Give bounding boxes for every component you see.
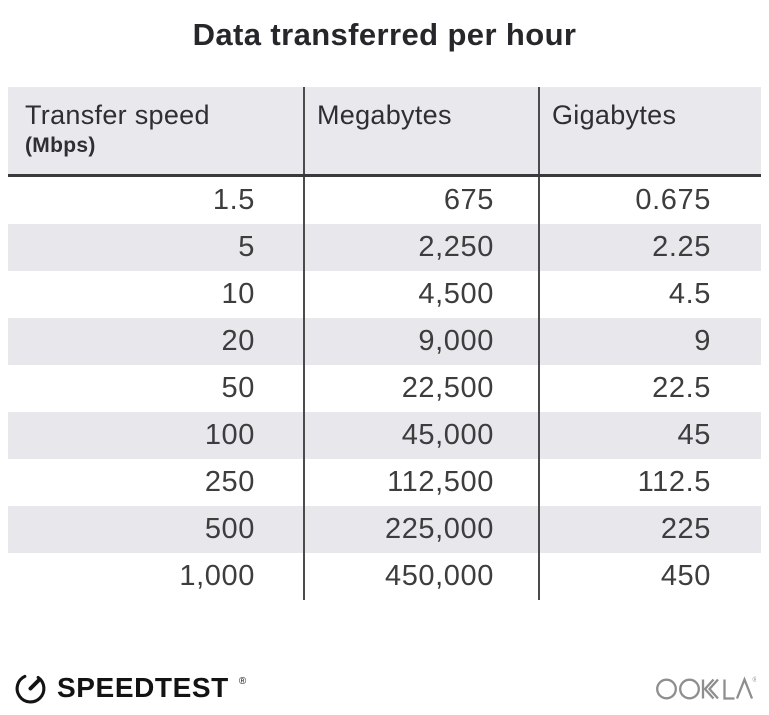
table-row: 500 225,000 225 [8,506,761,553]
table-row: 100 45,000 45 [8,412,761,459]
cell-megabytes: 450,000 [303,553,538,600]
table-header-row: Transfer speed (Mbps) Megabytes Gigabyte… [8,87,761,177]
data-table: Transfer speed (Mbps) Megabytes Gigabyte… [8,87,761,600]
footer: SPEEDTEST ® ® [0,665,769,711]
column-header-unit: (Mbps) [25,134,96,157]
cell-megabytes: 2,250 [303,224,538,271]
table-row: 1,000 450,000 450 [8,553,761,600]
column-header-label: Transfer speed [25,100,210,130]
speedtest-wordmark: SPEEDTEST [57,672,229,703]
cell-speed: 1,000 [179,560,255,592]
cell-speed: 20 [221,325,255,357]
table-row: 250 112,500 112.5 [8,459,761,506]
cell-gigabytes: 450 [538,553,761,600]
column-header-megabytes: Megabytes [303,87,538,174]
cell-gigabytes: 0.675 [538,177,761,224]
page-title: Data transferred per hour [192,17,577,52]
table-row: 50 22,500 22.5 [8,365,761,412]
cell-speed: 100 [204,419,255,451]
cell-gigabytes: 9 [538,318,761,365]
registered-trademark-icon: ® [753,676,757,684]
column-header-transfer-speed: Transfer speed (Mbps) [8,87,303,174]
table-row: 5 2,250 2.25 [8,224,761,271]
table-body: 1.5 675 0.675 5 2,250 2.25 10 4,500 4.5 … [8,177,761,600]
cell-speed: 50 [221,372,255,404]
cell-megabytes: 45,000 [303,412,538,459]
cell-megabytes: 675 [303,177,538,224]
cell-megabytes: 112,500 [303,459,538,506]
speedtest-logo: SPEEDTEST ® [14,671,246,705]
cell-gigabytes: 4.5 [538,271,761,318]
cell-gigabytes: 225 [538,506,761,553]
cell-gigabytes: 2.25 [538,224,761,271]
table-row: 1.5 675 0.675 [8,177,761,224]
table-row: 20 9,000 9 [8,318,761,365]
cell-speed: 500 [204,513,255,545]
cell-megabytes: 225,000 [303,506,538,553]
cell-gigabytes: 112.5 [538,459,761,506]
cell-megabytes: 22,500 [303,365,538,412]
cell-gigabytes: 22.5 [538,365,761,412]
cell-gigabytes: 45 [538,412,761,459]
cell-speed: 1.5 [212,184,255,216]
cell-megabytes: 4,500 [303,271,538,318]
table-row: 10 4,500 4.5 [8,271,761,318]
cell-speed: 10 [221,278,255,310]
cell-speed: 250 [204,466,255,498]
column-header-gigabytes: Gigabytes [538,87,761,174]
cell-speed: 5 [238,231,255,263]
cell-megabytes: 9,000 [303,318,538,365]
speedometer-icon [14,671,48,705]
registered-trademark-icon: ® [238,676,247,687]
